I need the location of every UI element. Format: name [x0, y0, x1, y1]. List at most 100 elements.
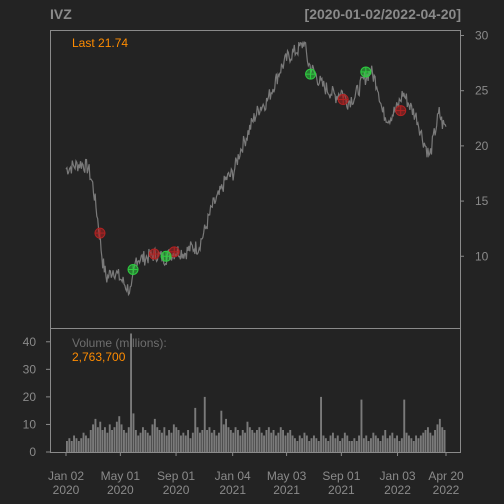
volume-bar [194, 407, 197, 452]
volume-bar [441, 427, 444, 452]
volume-bar [408, 435, 410, 452]
volume-bar [410, 438, 413, 452]
volume-bar [111, 430, 113, 452]
x-tick-year: 2022 [384, 483, 411, 497]
volume-bar [389, 435, 391, 452]
volume-bar [251, 430, 254, 452]
volume-bar [75, 438, 78, 452]
price-y-tick-label: 10 [475, 249, 489, 263]
volume-bar [365, 435, 368, 452]
volume-bar [265, 430, 268, 452]
volume-bar [241, 430, 244, 452]
price-y-tick-label: 15 [475, 194, 489, 208]
volume-bar [203, 396, 206, 452]
volume-bar [348, 441, 351, 452]
volume-panel-frame [50, 328, 461, 453]
volume-bar [429, 432, 432, 452]
volume-bar [263, 435, 265, 452]
volume-bar [303, 432, 306, 452]
volume-bar [151, 424, 154, 452]
buy-marker [160, 250, 172, 262]
volume-y-tick-label: 40 [23, 335, 37, 349]
volume-bar [334, 438, 337, 452]
volume-bar [367, 441, 370, 452]
volume-bar [279, 427, 282, 452]
volume-bar [424, 430, 427, 452]
volume-bar [161, 432, 163, 452]
volume-bar [104, 427, 106, 452]
volume-bar [210, 432, 213, 452]
x-tick-year: 2021 [273, 483, 300, 497]
x-tick-label: Jan 02 [48, 469, 84, 483]
volume-y-tick-label: 0 [29, 445, 36, 459]
volume-bar [94, 418, 97, 452]
buy-marker [305, 68, 317, 80]
volume-bar [305, 435, 308, 452]
volume-bar [317, 441, 320, 452]
volume-bar [434, 430, 436, 452]
buy-marker [360, 66, 372, 78]
volume-bar [412, 441, 415, 452]
volume-bar [118, 416, 121, 452]
volume-bar [341, 438, 344, 452]
volume-bar [415, 435, 417, 452]
volume-bar [396, 435, 398, 452]
x-tick-label: Apr 20 [428, 469, 464, 483]
volume-bar [80, 438, 83, 452]
volume-bar [253, 432, 256, 452]
volume-bar [149, 435, 151, 452]
volume-bar [244, 432, 246, 452]
x-tick-year: 2020 [163, 483, 190, 497]
x-tick-label: Jan 03 [380, 469, 416, 483]
volume-bar [153, 418, 156, 452]
volume-bar [77, 441, 80, 452]
volume-bar [99, 421, 102, 452]
price-y-tick-label: 25 [475, 84, 489, 98]
volume-bar [431, 435, 434, 452]
volume-bar [163, 427, 166, 452]
volume-bar [96, 427, 99, 452]
volume-bar [336, 435, 339, 452]
volume-bar [296, 441, 299, 452]
volume-bar [313, 435, 315, 452]
price-line [65, 41, 447, 297]
volume-bar [227, 427, 230, 452]
volume-bar [146, 432, 149, 452]
x-tick-label: Sep 01 [157, 469, 195, 483]
volume-bar [370, 438, 372, 452]
volume-bar [362, 438, 365, 452]
volume-bar [260, 432, 263, 452]
volume-bar [68, 438, 71, 452]
volume-bar [87, 438, 90, 452]
x-tick-label: May 01 [101, 469, 141, 483]
volume-bar [206, 430, 208, 452]
volume-bar [199, 432, 201, 452]
volume-bar [215, 435, 218, 452]
x-tick-year: 2021 [219, 483, 246, 497]
volume-bar [66, 441, 68, 452]
volume-bar [239, 435, 242, 452]
volume-bar [322, 435, 325, 452]
volume-bar [108, 424, 111, 452]
volume-bar [284, 435, 287, 452]
volume-bar [355, 441, 358, 452]
volume-bar [82, 432, 85, 452]
volume-bar [377, 438, 379, 452]
volume-bar [351, 441, 353, 452]
price-panel-frame [50, 30, 461, 329]
chart-title: IVZ [50, 6, 72, 22]
volume-bar [282, 430, 284, 452]
volume-bar [384, 430, 387, 452]
x-tick-year: 2020 [107, 483, 134, 497]
volume-bar [170, 432, 173, 452]
volume-bar [422, 432, 425, 452]
volume-bar [134, 430, 137, 452]
volume-bar [427, 427, 429, 452]
volume-y-tick-label: 30 [23, 362, 37, 376]
volume-bar [125, 432, 128, 452]
volume-bar [327, 441, 330, 452]
volume-bar [374, 435, 377, 452]
volume-bar [191, 432, 194, 452]
sell-marker [337, 94, 349, 106]
volume-bar [270, 432, 273, 452]
